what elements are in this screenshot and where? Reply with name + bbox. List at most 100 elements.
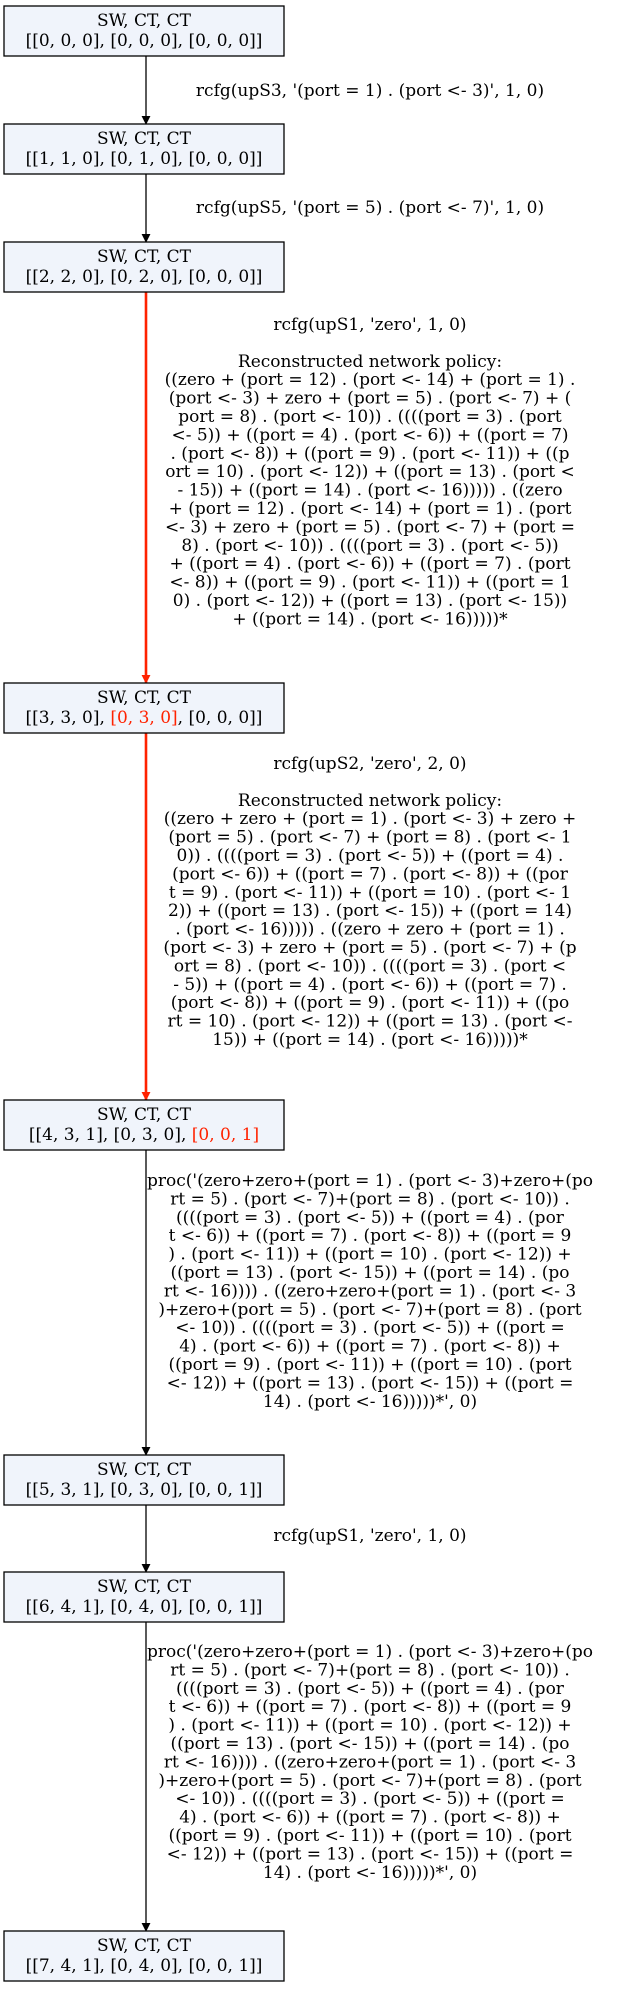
edge-label-line: 2)) + ((port = 13) . (port <- 15)) + ((p…: [168, 901, 572, 921]
counter-text: [[1, 1, 0], [0, 1, 0], [0, 0, 0]]: [26, 149, 263, 169]
state-node-box: [3, 5, 285, 57]
edge-label-line: <- 8)) + ((port = 9) . (port <- 11)) + (…: [169, 573, 570, 593]
state-node-counters: [[3, 3, 0], [0, 3, 0], [0, 0, 0]]: [26, 708, 263, 728]
edge-label-line: rcfg(upS3, '(port = 1) . (port <- 3)', 1…: [196, 81, 544, 101]
edge-label-line: <- 5)) + ((port = 4) . (port <- 6)) + ((…: [171, 425, 568, 445]
state-node-box: [3, 1571, 285, 1623]
counter-text: [[6, 4, 1], [0, 4, 0], [0, 0, 1]]: [26, 1597, 263, 1617]
state-node: SW, CT, CT[[3, 3, 0], [0, 3, 0], [0, 0, …: [3, 682, 285, 734]
transition-edge: rcfg(upS5, '(port = 5) . (port <- 7)', 1…: [141, 174, 544, 243]
state-node-box: [3, 241, 285, 293]
state-node-title: SW, CT, CT: [97, 1105, 192, 1125]
edge-label-line: Reconstructed network policy:: [238, 352, 502, 372]
edge-label-line: proc('(zero+zero+(port = 1) . (port <- 3…: [147, 1642, 593, 1662]
state-node-title: SW, CT, CT: [97, 1577, 192, 1597]
edge-label-line: . (port <- 8)) + ((port = 9) . (port <- …: [170, 444, 569, 464]
state-node-title: SW, CT, CT: [97, 1460, 192, 1480]
state-node: SW, CT, CT[[6, 4, 1], [0, 4, 0], [0, 0, …: [3, 1571, 285, 1623]
edge-label-line: (port = 5) . (port <- 7) + (port = 8) . …: [168, 828, 571, 848]
edge-label-line: Reconstructed network policy:: [238, 791, 502, 811]
state-node: SW, CT, CT[[1, 1, 0], [0, 1, 0], [0, 0, …: [3, 123, 285, 175]
edge-label-line: 0)) . ((((port = 3) . (port <- 5)) + ((p…: [177, 846, 564, 866]
state-node-counters: [[5, 3, 1], [0, 3, 0], [0, 0, 1]]: [26, 1480, 263, 1500]
state-node-counters: [[6, 4, 1], [0, 4, 0], [0, 0, 1]]: [26, 1597, 263, 1617]
edge-label-line: (port <- 6)) + ((port = 7) . (port <- 8)…: [172, 864, 569, 884]
edge-label-line: rt = 10) . (port <- 12)) + ((port = 13) …: [168, 1012, 573, 1032]
counter-text: [[3, 3, 0],: [26, 708, 111, 728]
edge-label-line: + ((port = 4) . (port <- 6)) + ((port = …: [169, 554, 570, 574]
state-node: SW, CT, CT[[5, 3, 1], [0, 3, 0], [0, 0, …: [3, 1454, 285, 1506]
counter-text: [[2, 2, 0], [0, 2, 0], [0, 0, 0]]: [26, 267, 263, 287]
edge-label-line: t <- 6)) + ((port = 7) . (port <- 8)) + …: [169, 1226, 572, 1246]
state-node: SW, CT, CT[[7, 4, 1], [0, 4, 0], [0, 0, …: [3, 1930, 285, 1982]
edge-label-line: <- 10)) . ((((port = 3) . (port <- 5)) +…: [175, 1318, 564, 1338]
state-node: SW, CT, CT[[2, 2, 0], [0, 2, 0], [0, 0, …: [3, 241, 285, 293]
edge-label-line: rt = 5) . (port <- 7)+(port = 8) . (port…: [170, 1660, 570, 1680]
transition-edge: rcfg(upS3, '(port = 1) . (port <- 3)', 1…: [141, 56, 544, 125]
edge-label-line: ((port = 13) . (port <- 15)) + ((port = …: [171, 1734, 570, 1754]
edge-label-line: ((port = 9) . (port <- 11)) + ((port = 1…: [168, 1826, 571, 1846]
edge-label-line: 4) . (port <- 6)) + ((port = 7) . (port …: [179, 1808, 561, 1828]
counter-text: , [0, 0, 0]]: [178, 708, 263, 728]
edge-label-line: ) . (port <- 11)) + ((port = 10) . (port…: [168, 1245, 571, 1265]
edge-label-line: <- 10)) . ((((port = 3) . (port <- 5)) +…: [175, 1789, 564, 1809]
edge-label-line: 0) . (port <- 12)) + ((port = 13) . (por…: [173, 591, 567, 611]
edge-label-line: - 15)) + ((port = 14) . (port <- 16)))))…: [177, 481, 562, 501]
edge-label-line: <- 3) + zero + (port = 5) . (port <- 7) …: [165, 517, 575, 537]
state-node-box: [3, 1099, 285, 1151]
edge-label-line: + ((port = 14) . (port <- 16)))))*: [232, 609, 508, 629]
edge-label-line: rcfg(upS2, 'zero', 2, 0): [273, 754, 466, 774]
state-node-title: SW, CT, CT: [97, 688, 192, 708]
edge-label-line: port = 8) . (port <- 10)) . ((((port = 3…: [178, 407, 562, 427]
edge-label-line: . (port <- 16))))) . ((zero + zero + (po…: [175, 920, 564, 940]
state-node-box: [3, 1930, 285, 1982]
state-node-counters: [[7, 4, 1], [0, 4, 0], [0, 0, 1]]: [26, 1956, 263, 1976]
edge-label-line: rt = 5) . (port <- 7)+(port = 8) . (port…: [170, 1189, 570, 1209]
edge-label-line: ((zero + zero + (port = 1) . (port <- 3)…: [164, 809, 577, 829]
transition-edge: proc('(zero+zero+(port = 1) . (port <- 3…: [141, 1150, 593, 1456]
edge-label-line: (port <- 3) + zero + (port = 5) . (port …: [169, 389, 572, 409]
edge-label-line: - 5)) + ((port = 4) . (port <- 6)) + ((p…: [173, 975, 567, 995]
edge-label-line: ort = 10) . (port <- 12)) + ((port = 13)…: [165, 462, 574, 482]
edge-label-line: (port <- 8)) + ((port = 9) . (port <- 11…: [171, 993, 570, 1013]
state-node-counters: [[0, 0, 0], [0, 0, 0], [0, 0, 0]]: [26, 31, 263, 51]
transition-edge: rcfg(upS2, 'zero', 2, 0) Reconstructed ne…: [141, 733, 577, 1101]
edge-label-line: 15)) + ((port = 14) . (port <- 16)))))*: [212, 1030, 528, 1050]
edge-label-line: ((zero + (port = 12) . (port <- 14) + (p…: [165, 370, 576, 390]
edge-label-line: t = 9) . (port <- 11)) + ((port = 10) . …: [169, 883, 571, 903]
edge-label-line: 8) . (port <- 10)) . ((((port = 3) . (po…: [181, 536, 558, 556]
transition-edge: rcfg(upS1, 'zero', 1, 0) Reconstructed ne…: [141, 292, 576, 684]
edge-label-line: ((((port = 3) . (port <- 5)) + ((port = …: [176, 1679, 565, 1699]
state-node-title: SW, CT, CT: [97, 1936, 192, 1956]
edge-label-line: rt <- 16)))) . ((zero+zero+(port = 1) . …: [164, 1752, 576, 1772]
state-node-box: [3, 123, 285, 175]
edge-label-line: <- 12)) + ((port = 13) . (port <- 15)) +…: [167, 1844, 574, 1864]
state-node-counters: [[2, 2, 0], [0, 2, 0], [0, 0, 0]]: [26, 267, 263, 287]
edge-label-line: t <- 6)) + ((port = 7) . (port <- 8)) + …: [169, 1697, 572, 1717]
counter-text: [[7, 4, 1], [0, 4, 0], [0, 0, 1]]: [26, 1956, 263, 1976]
edge-label-line: 14) . (port <- 16)))))*', 0): [263, 1392, 477, 1412]
counter-text: [[0, 0, 0], [0, 0, 0], [0, 0, 0]]: [26, 31, 263, 51]
edge-label-line: )+zero+(port = 5) . (port <- 7)+(port = …: [158, 1300, 581, 1320]
state-node-title: SW, CT, CT: [97, 11, 192, 31]
edge-label-line: ) . (port <- 11)) + ((port = 10) . (port…: [168, 1716, 571, 1736]
state-node-counters: [[4, 3, 1], [0, 3, 0], [0, 0, 1]: [29, 1125, 259, 1145]
edge-label-line: + (port = 12) . (port <- 14) + (port = 1…: [169, 499, 572, 519]
edge-label-line: ((((port = 3) . (port <- 5)) + ((port = …: [176, 1208, 565, 1228]
edge-label-line: )+zero+(port = 5) . (port <- 7)+(port = …: [158, 1771, 581, 1791]
edge-label-line: 14) . (port <- 16)))))*', 0): [263, 1863, 477, 1883]
edge-label-line: <- 12)) + ((port = 13) . (port <- 15)) +…: [167, 1373, 574, 1393]
highlighted-counter: [0, 3, 0]: [110, 708, 177, 728]
edge-label-line: rcfg(upS1, 'zero', 1, 0): [273, 1526, 466, 1546]
edge-label-line: ort = 8) . (port <- 10)) . ((((port = 3)…: [174, 956, 566, 976]
state-node-title: SW, CT, CT: [97, 247, 192, 267]
highlighted-counter: [0, 0, 1]: [192, 1125, 259, 1145]
transition-edge: rcfg(upS1, 'zero', 1, 0): [141, 1505, 467, 1573]
edge-label-line: rcfg(upS1, 'zero', 1, 0): [273, 315, 466, 335]
edge-label-line: 4) . (port <- 6)) + ((port = 7) . (port …: [179, 1337, 561, 1357]
state-node: SW, CT, CT[[4, 3, 1], [0, 3, 0], [0, 0, …: [3, 1099, 285, 1151]
state-node-title: SW, CT, CT: [97, 129, 192, 149]
edge-label-line: ((port = 9) . (port <- 11)) + ((port = 1…: [168, 1355, 571, 1375]
edge-label-line: (port <- 3) + zero + (port = 5) . (port …: [163, 938, 576, 958]
